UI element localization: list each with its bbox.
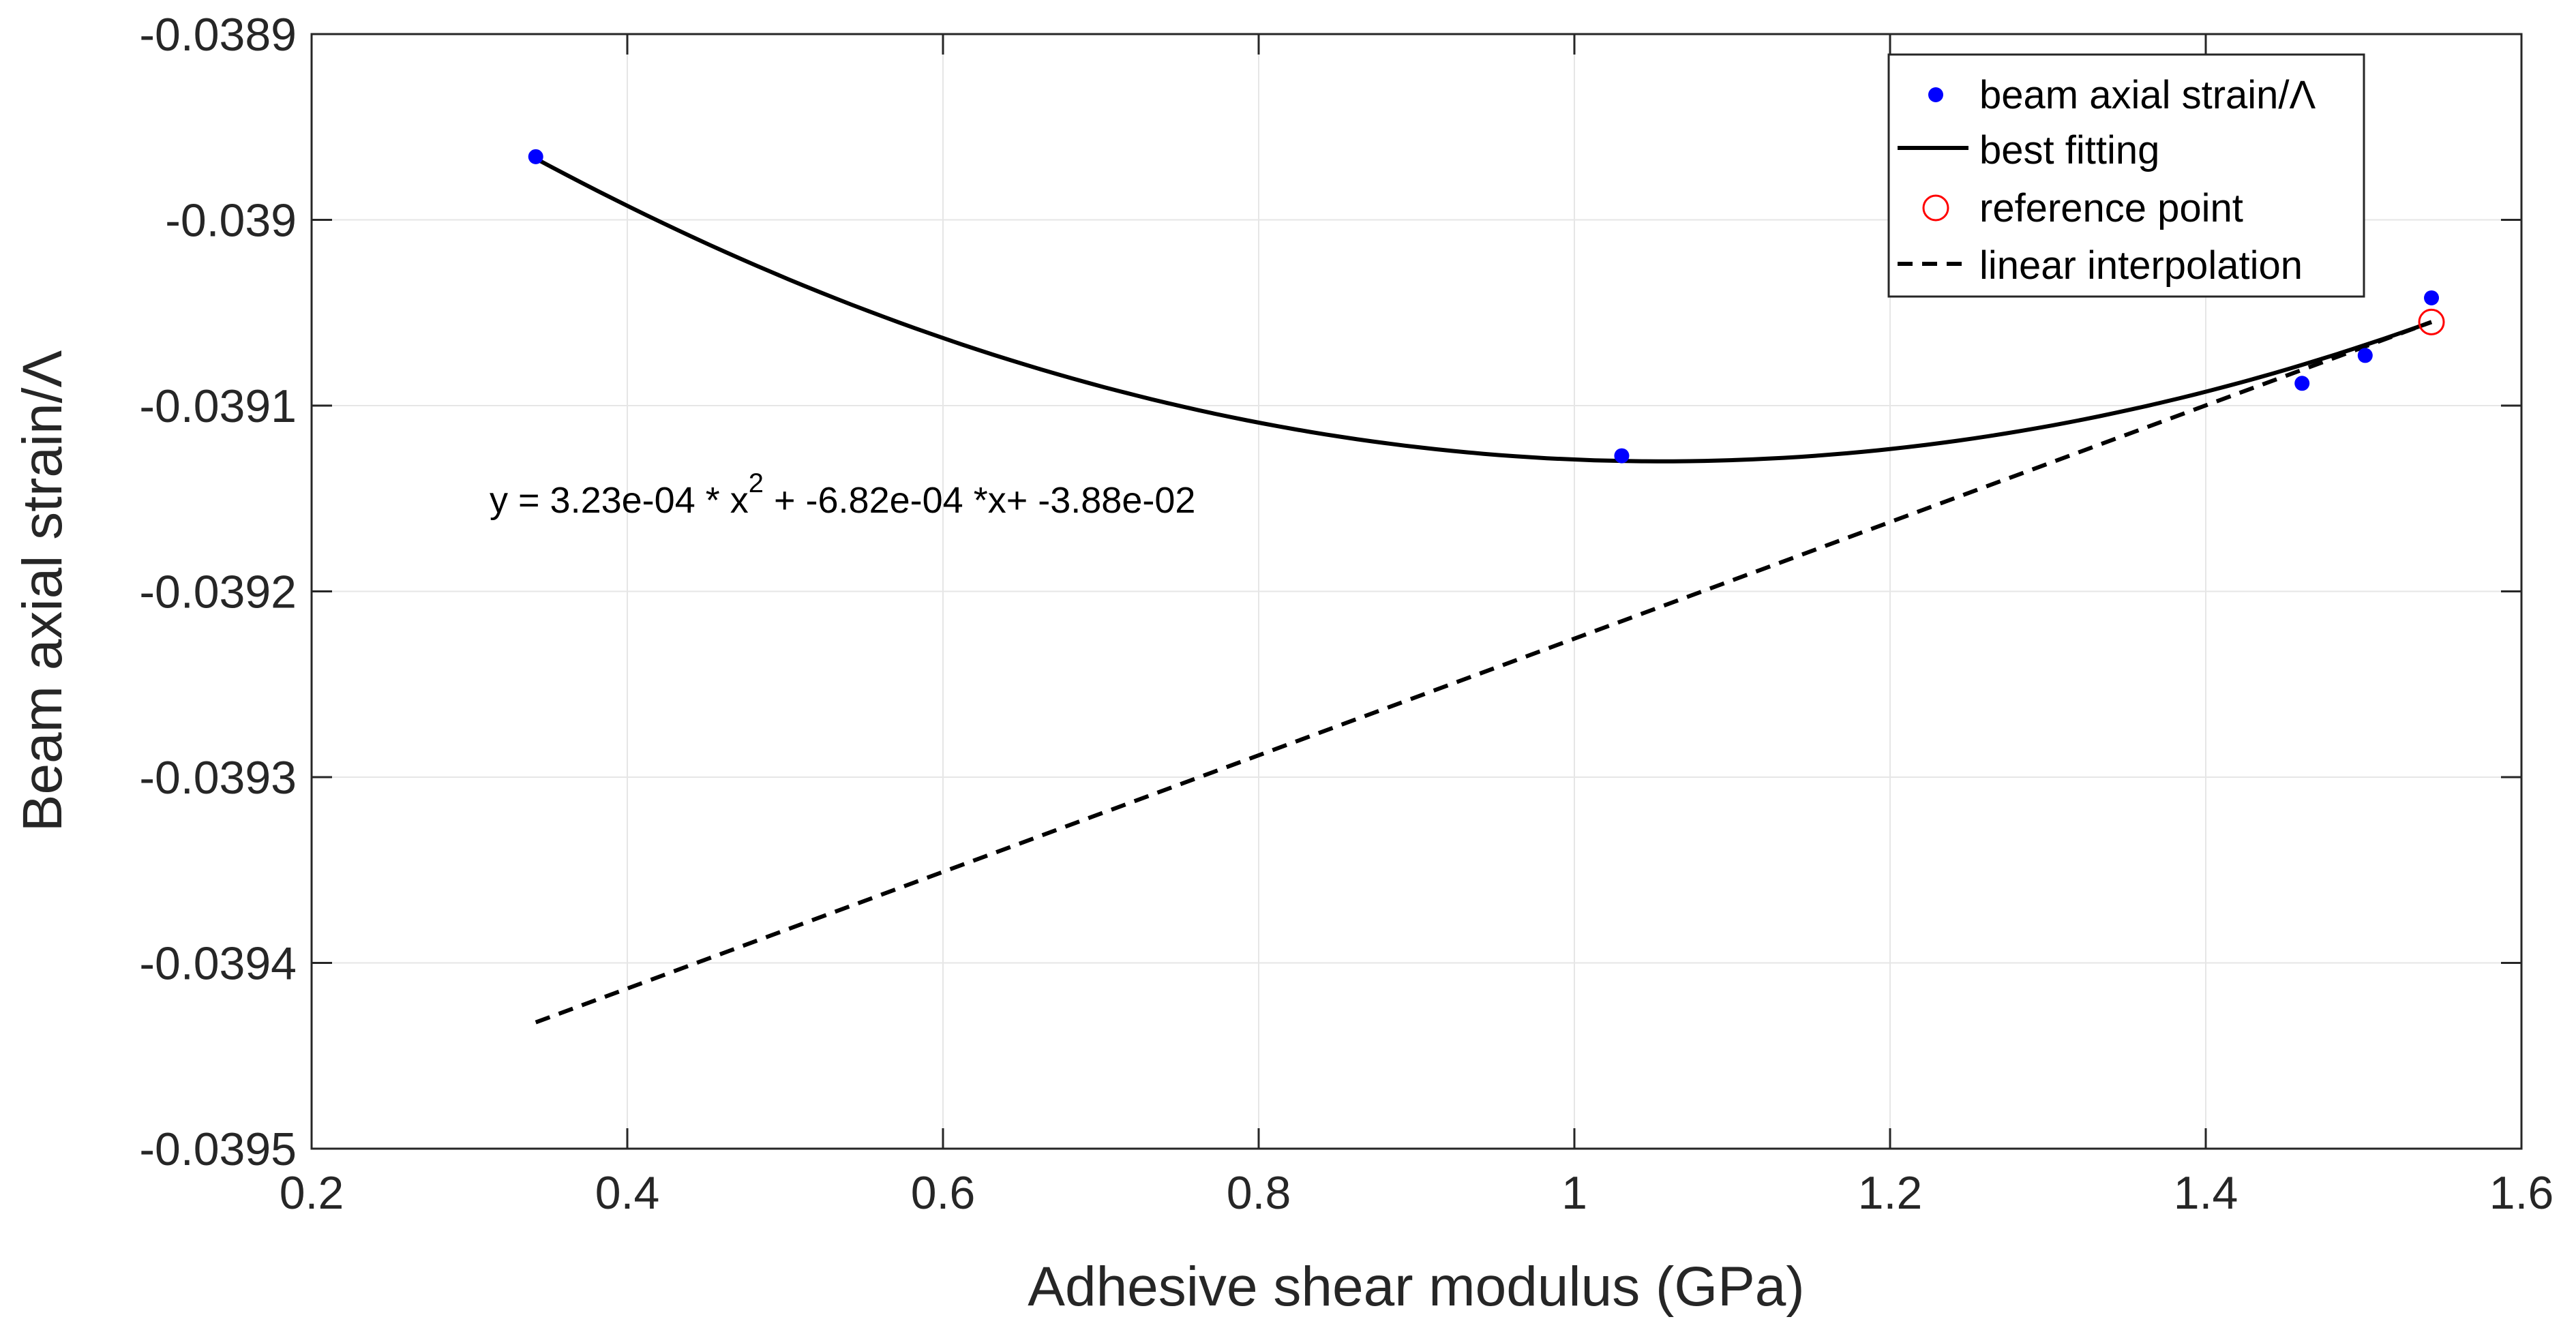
legend: beam axial strain/Λ best fitting referen…: [1887, 53, 2365, 298]
y-tick-label: -0.0389: [139, 9, 297, 61]
x-tick-label: 0.4: [595, 1167, 660, 1219]
legend-label-data-points: beam axial strain/Λ: [1979, 73, 2316, 117]
y-grid: [312, 219, 2521, 964]
x-tick-label: 1.6: [2489, 1167, 2554, 1219]
legend-marker-data-points: [1928, 87, 1943, 102]
legend-label-reference-point: reference point: [1979, 186, 2243, 230]
data-point: [528, 149, 543, 164]
reference-point-marker: [2418, 308, 2445, 335]
y-tick-label: -0.0391: [139, 380, 297, 432]
x-tick-label: 1.4: [2174, 1167, 2238, 1219]
data-point: [2424, 290, 2440, 305]
series-layer: [528, 149, 2445, 1025]
y-tick-label: -0.0392: [139, 566, 297, 618]
data-point: [1614, 448, 1630, 464]
y-tick-label: -0.0395: [139, 1123, 297, 1175]
data-point: [2357, 348, 2373, 363]
legend-marker-reference-point: [1922, 194, 1949, 222]
data-point: [2294, 376, 2310, 391]
x-tick-label: 1: [1561, 1167, 1587, 1219]
legend-box: [1887, 53, 2365, 298]
x-tick-label: 0.6: [911, 1167, 976, 1219]
y-tick-label: -0.039: [165, 195, 297, 247]
x-axis-label: Adhesive shear modulus (GPa): [1028, 1256, 1804, 1318]
best-fitting-curve: [535, 156, 2433, 464]
y-tick-label: -0.0393: [139, 752, 297, 804]
linear-interpolation-line: [535, 320, 2433, 1025]
y-axis-label: Beam axial strain/Λ: [12, 350, 74, 832]
fit-equation: y = 3.23e-04 * x2 + -6.82e-04 *x+ -3.88e…: [490, 468, 1195, 521]
x-tick-label: 0.2: [280, 1167, 344, 1219]
y-tick-label: -0.0394: [139, 938, 297, 990]
x-tick-label: 1.2: [1858, 1167, 1923, 1219]
y-axis-ticks: -0.0395 -0.0394 -0.0393 -0.0392 -0.0391 -0.03…: [139, 9, 2521, 1175]
legend-label-best-fitting: best fitting: [1979, 128, 2159, 172]
legend-label-linear-interpolation: linear interpolation: [1979, 243, 2303, 288]
x-tick-label: 0.8: [1227, 1167, 1291, 1219]
x-axis-ticks: 0.2 0.4 0.6 0.8 1 1.2 1.4 1.6: [280, 34, 2554, 1219]
